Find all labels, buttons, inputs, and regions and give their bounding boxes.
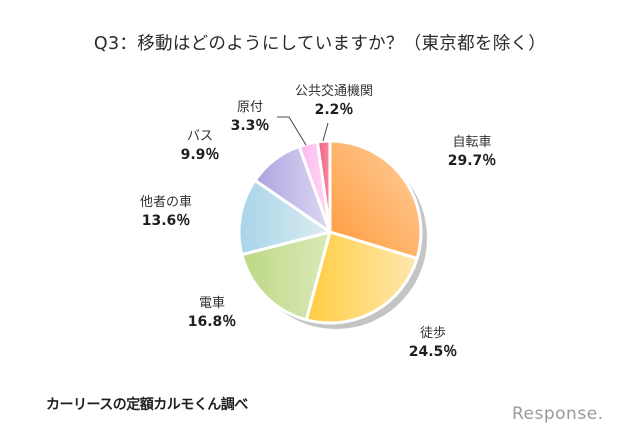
pie-slice	[240, 230, 332, 322]
leader-line-public	[322, 122, 329, 142]
label-value: 9.9％	[180, 147, 220, 163]
label-name: 自転車	[452, 135, 492, 150]
label-value: 13.6％	[141, 213, 191, 229]
label-value: 24.5％	[408, 344, 458, 360]
pie-slice	[304, 230, 419, 325]
label-public-transport: 公共交通機関 2.2％	[284, 82, 384, 120]
label-bicycle: 自転車 29.7％	[432, 133, 512, 171]
label-train: 電車 16.8％	[172, 294, 252, 332]
label-name: 他者の車	[139, 195, 192, 210]
source-note: カーリースの定額カルモくん調べ	[46, 397, 248, 413]
label-value: 29.7％	[447, 153, 497, 169]
label-walk: 徒歩 24.5％	[393, 324, 473, 362]
label-moped: 原付 3.3％	[220, 98, 280, 136]
label-name: 原付	[236, 100, 263, 115]
chart-title: Q3：移動はどのようにしていますか？（東京都を除く）	[93, 34, 547, 54]
label-name: バス	[186, 129, 213, 144]
label-name: 徒歩	[419, 326, 446, 341]
leader-line-moped	[277, 116, 307, 146]
pie-slice	[328, 139, 423, 260]
label-name: 電車	[198, 296, 225, 311]
label-name: 公共交通機関	[294, 84, 373, 99]
label-value: 16.8％	[187, 314, 237, 330]
response-logo: Response.	[512, 404, 604, 424]
label-value: 3.3％	[230, 118, 270, 134]
pie-slice	[315, 139, 332, 234]
label-other-car: 他者の車 13.6％	[126, 193, 206, 231]
label-value: 2.2％	[314, 102, 354, 118]
label-bus: バス 9.9％	[160, 127, 240, 165]
pie-slice	[237, 178, 332, 257]
